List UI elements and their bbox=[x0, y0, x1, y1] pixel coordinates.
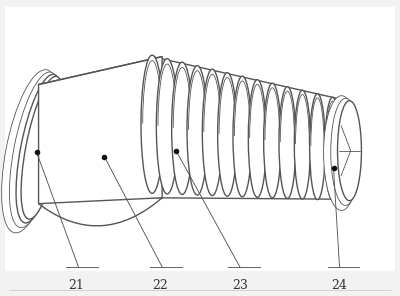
Polygon shape bbox=[38, 57, 162, 204]
Ellipse shape bbox=[294, 90, 310, 199]
Text: 24: 24 bbox=[332, 279, 348, 292]
Text: 23: 23 bbox=[232, 279, 248, 292]
Ellipse shape bbox=[331, 98, 360, 205]
FancyBboxPatch shape bbox=[5, 7, 395, 271]
Ellipse shape bbox=[324, 96, 360, 210]
Ellipse shape bbox=[248, 80, 266, 197]
Ellipse shape bbox=[338, 101, 362, 201]
Ellipse shape bbox=[187, 66, 208, 195]
Polygon shape bbox=[152, 57, 348, 199]
Text: 22: 22 bbox=[152, 279, 168, 292]
Ellipse shape bbox=[16, 74, 63, 223]
Ellipse shape bbox=[218, 73, 237, 196]
Ellipse shape bbox=[21, 76, 64, 219]
Ellipse shape bbox=[340, 101, 355, 201]
Ellipse shape bbox=[172, 62, 193, 194]
Ellipse shape bbox=[310, 94, 325, 200]
Ellipse shape bbox=[279, 87, 296, 198]
Ellipse shape bbox=[264, 83, 281, 198]
Ellipse shape bbox=[156, 59, 178, 194]
Ellipse shape bbox=[202, 69, 222, 196]
Ellipse shape bbox=[2, 70, 60, 233]
Text: 21: 21 bbox=[68, 279, 84, 292]
Ellipse shape bbox=[233, 76, 252, 197]
Ellipse shape bbox=[325, 97, 340, 200]
Ellipse shape bbox=[141, 55, 163, 193]
Ellipse shape bbox=[10, 72, 61, 228]
